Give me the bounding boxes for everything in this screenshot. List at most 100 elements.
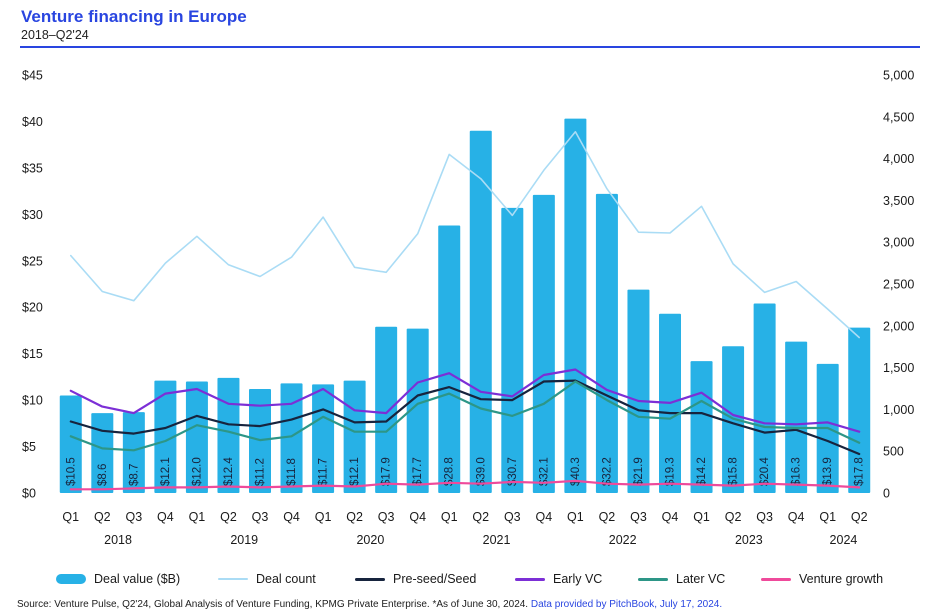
legend-venture-growth: Venture growth (761, 570, 883, 588)
quarter-label: Q3 (630, 510, 647, 524)
left-axis-tick: $35 (22, 161, 43, 175)
bar-value-label: $13.9 (822, 457, 834, 486)
page-title: Venture financing in Europe (21, 7, 247, 26)
left-axis-tick: $30 (22, 208, 43, 222)
quarter-label: Q4 (536, 510, 553, 524)
venture-growth-swatch-icon (761, 577, 791, 581)
bar-value-label: $12.1 (349, 457, 361, 486)
quarter-label: Q3 (378, 510, 395, 524)
deal-value-bar (185, 381, 208, 493)
quarter-label: Q1 (819, 510, 836, 524)
later-vc-swatch-icon (638, 577, 668, 581)
year-label: 2018 (104, 533, 132, 547)
legend-pre-seed: Pre-seed/Seed (355, 570, 476, 588)
bar-value-label: $28.8 (444, 457, 456, 486)
left-axis-tick: $5 (22, 440, 36, 454)
bar-value-label: $21.9 (633, 457, 645, 486)
source-note-main: Source: Venture Pulse, Q2'24, Global Ana… (17, 599, 531, 610)
year-label: 2023 (735, 533, 763, 547)
header-divider (20, 46, 920, 48)
deal-count-swatch-icon (218, 578, 248, 580)
bar-value-label: $11.7 (318, 458, 330, 486)
right-axis-tick: 2,000 (883, 319, 914, 333)
bar-value-label: $12.4 (223, 457, 235, 486)
venture-financing-chart: $0 $5 $10 $15 $20 $25 $30 $35 $40 $45 0 500 1,000 1,5… (22, 69, 914, 548)
deal-value-bar (564, 118, 587, 493)
bar-value-label: $11.8 (286, 458, 298, 486)
quarter-label: Q3 (252, 510, 269, 524)
bar-value-label: $15.8 (728, 457, 740, 486)
year-label: 2022 (609, 533, 637, 547)
bar-value-label: $10.5 (65, 457, 77, 486)
left-axis-tick: $25 (22, 254, 43, 268)
quarter-label: Q3 (756, 510, 773, 524)
right-axis-tick: 3,000 (883, 236, 914, 250)
year-label: 2024 (830, 533, 858, 547)
quarter-label: Q4 (662, 510, 679, 524)
bar-value-label: $19.3 (665, 457, 677, 486)
deal-value-swatch-icon (56, 574, 86, 584)
deal-value-bar (627, 289, 650, 493)
deal-value-bar (501, 207, 524, 493)
quarter-label: Q1 (693, 510, 710, 524)
deal-value-bar (59, 395, 82, 493)
deal-value-bar (595, 193, 618, 494)
legend-early-vc: Early VC (515, 570, 602, 588)
left-axis-tick: $40 (22, 115, 43, 129)
deal-value-bar (753, 303, 776, 493)
deal-value-bar (280, 383, 303, 493)
quarter-label: Q1 (62, 510, 79, 524)
deal-value-bar (91, 413, 114, 493)
right-axis-tick: 3,500 (883, 194, 914, 208)
source-note-provider: Data provided by PitchBook, July 17, 202… (530, 599, 723, 610)
quarter-label: Q3 (504, 510, 521, 524)
quarter-label: Q2 (94, 510, 111, 524)
right-axis-tick: 0 (883, 487, 890, 501)
deal-value-bar (217, 377, 240, 493)
quarter-label: Q1 (189, 510, 206, 524)
bar-value-label: $20.4 (759, 457, 771, 486)
left-axis-tick: $45 (22, 69, 43, 83)
quarter-label: Q4 (157, 510, 174, 524)
quarter-label: Q2 (220, 510, 237, 524)
left-axis-tick: $20 (22, 301, 43, 315)
source-note: Source: Venture Pulse, Q2'24, Global Ana… (17, 599, 722, 610)
deal-value-bar (532, 194, 555, 493)
quarter-label: Q4 (788, 510, 805, 524)
venture-growth-line (69, 479, 861, 491)
chart-legend: Deal value ($B) Deal count Pre-seed/Seed… (0, 570, 940, 592)
legend-deal-value: Deal value ($B) (56, 570, 180, 588)
quarter-label: Q2 (472, 510, 489, 524)
quarter-label: Q1 (567, 510, 584, 524)
bar-value-label: $8.7 (128, 464, 140, 486)
quarter-label: Q2 (725, 510, 742, 524)
right-axis-tick: 1,500 (883, 361, 914, 375)
bar-value-label: $17.8 (854, 457, 866, 486)
deal-value-bar (438, 225, 461, 494)
deal-value-bar (375, 326, 398, 493)
left-axis-tick: $15 (22, 347, 43, 361)
quarter-label: Q3 (126, 510, 143, 524)
year-label: 2020 (356, 533, 384, 547)
quarter-label: Q1 (315, 510, 332, 524)
bar-value-label: $17.7 (412, 457, 424, 486)
early-vc-swatch-icon (515, 577, 545, 581)
quarter-label: Q2 (851, 510, 868, 524)
bar-value-label: $17.9 (381, 457, 393, 486)
deal-value-bar (154, 380, 177, 493)
bar-value-label: $30.7 (507, 457, 519, 486)
deal-value-bar (785, 341, 808, 493)
right-axis-tick: 2,500 (883, 278, 914, 292)
year-label: 2021 (483, 533, 511, 547)
bar-value-label: $39.0 (475, 457, 487, 486)
page-subtitle: 2018–Q2'24 (21, 28, 89, 42)
quarter-label: Q2 (346, 510, 363, 524)
bar-value-label: $14.2 (696, 457, 708, 486)
later-vc-line (69, 380, 861, 452)
legend-later-vc: Later VC (638, 570, 725, 588)
right-axis-tick: 500 (883, 445, 904, 459)
left-axis-tick: $10 (22, 394, 43, 408)
deal-value-bar (469, 130, 492, 493)
bar-value-label: $12.0 (191, 457, 203, 486)
